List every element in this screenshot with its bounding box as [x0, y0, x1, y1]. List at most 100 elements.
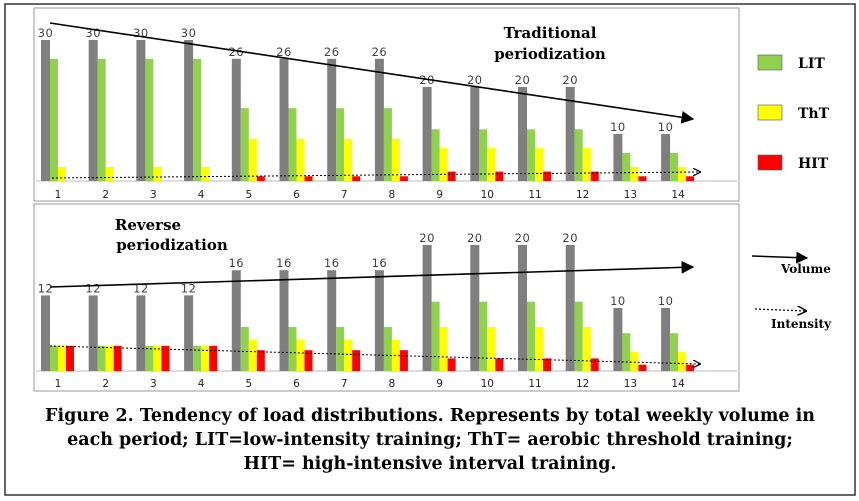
data-label-week-14: 10 [658, 294, 674, 308]
volume-trend-arrow [49, 22, 695, 124]
data-label-week-1: 30 [38, 26, 54, 40]
legend-label-tht: ThT [798, 106, 830, 122]
bar-lit-week-10 [479, 129, 488, 181]
bar-total-week-9 [422, 245, 432, 371]
x-tick-label-3: 3 [150, 378, 157, 390]
bar-tht-week-9 [439, 326, 448, 371]
data-label-week-4: 30 [181, 26, 197, 40]
bar-hit-week-12 [590, 358, 599, 371]
bar-hit-week-3 [161, 345, 170, 371]
bar-hit-week-6 [304, 176, 313, 181]
data-label-week-4: 12 [181, 281, 197, 295]
data-label-week-9: 20 [419, 231, 435, 245]
data-label-week-13: 10 [610, 294, 626, 308]
bar-tht-week-7 [344, 339, 353, 371]
bar-hit-week-11 [543, 171, 551, 181]
bar-tht-week-3 [153, 166, 162, 181]
bar-lit-week-12 [574, 129, 583, 181]
bar-lit-week-3 [145, 345, 154, 371]
bar-tht-week-14 [678, 352, 687, 371]
data-label-week-5: 16 [228, 256, 244, 270]
bar-hit-week-11 [543, 358, 551, 371]
data-label-week-10: 20 [467, 231, 483, 245]
bar-hit-week-9 [447, 171, 456, 181]
bar-tht-week-1 [58, 166, 66, 181]
bar-total-week-13 [613, 308, 623, 371]
data-label-week-6: 16 [276, 256, 292, 270]
bar-tht-week-13 [630, 166, 639, 181]
bar-tht-week-8 [391, 339, 400, 371]
bar-hit-week-4 [209, 345, 218, 371]
bar-lit-week-2 [97, 58, 106, 181]
bar-tht-week-6 [296, 138, 305, 181]
x-tick-label-4: 4 [198, 378, 205, 390]
x-tick-label-14: 14 [671, 189, 685, 201]
x-tick-label-2: 2 [102, 378, 109, 390]
bar-lit-week-14 [670, 333, 679, 371]
bar-lit-week-14 [670, 152, 679, 181]
bar-total-week-1 [41, 40, 50, 181]
bar-lit-week-11 [527, 301, 535, 371]
bar-lit-week-6 [288, 326, 297, 371]
bar-hit-week-14 [686, 364, 695, 371]
x-tick-label-10: 10 [481, 378, 494, 390]
bottom-chart-title-line2: periodization [116, 236, 228, 254]
x-tick-label-14: 14 [671, 378, 685, 390]
bar-total-week-1 [41, 295, 50, 371]
bar-total-week-14 [661, 308, 671, 371]
intensity-trend-arrow [49, 345, 700, 364]
bar-total-week-11 [518, 245, 527, 371]
x-tick-label-11: 11 [528, 189, 541, 201]
bar-lit-week-7 [336, 326, 345, 371]
bar-lit-week-2 [97, 345, 106, 371]
x-tick-label-6: 6 [293, 378, 300, 390]
bar-total-week-11 [518, 87, 527, 181]
bar-lit-week-3 [145, 58, 154, 181]
x-tick-label-13: 13 [624, 378, 637, 390]
x-tick-label-1: 1 [55, 378, 62, 390]
bar-tht-week-2 [105, 345, 114, 371]
legend-label-hit: HIT [798, 156, 829, 172]
bar-tht-week-7 [344, 138, 353, 181]
bar-total-week-4 [184, 295, 194, 371]
bar-tht-week-13 [630, 352, 639, 371]
bar-lit-week-1 [50, 58, 58, 181]
x-tick-label-12: 12 [576, 189, 589, 201]
legend-label-lit: LIT [798, 56, 825, 72]
data-label-week-10: 20 [467, 73, 483, 87]
bar-lit-week-5 [240, 108, 249, 181]
bar-tht-week-9 [439, 148, 448, 181]
bar-tht-week-5 [248, 138, 257, 181]
bar-hit-week-10 [495, 171, 504, 181]
bar-total-week-2 [88, 40, 98, 181]
x-tick-label-6: 6 [293, 189, 300, 201]
data-label-week-1: 12 [38, 281, 54, 295]
bar-total-week-12 [565, 245, 575, 371]
data-label-week-11: 20 [515, 73, 531, 87]
bar-tht-week-6 [296, 339, 305, 371]
bar-hit-week-8 [399, 176, 408, 181]
bar-total-week-2 [88, 295, 98, 371]
bar-total-week-12 [565, 87, 575, 181]
bar-total-week-4 [184, 40, 194, 181]
data-label-week-6: 26 [276, 45, 292, 59]
bar-hit-week-8 [399, 350, 408, 371]
bar-total-week-3 [136, 295, 146, 371]
bar-lit-week-4 [193, 58, 202, 181]
bar-hit-week-2 [113, 345, 122, 371]
bar-lit-week-5 [240, 326, 249, 371]
bar-tht-week-11 [535, 326, 543, 371]
bar-lit-week-12 [574, 301, 583, 371]
bar-lit-week-6 [288, 108, 297, 181]
bar-lit-week-4 [193, 345, 202, 371]
top-chart-title-line2: periodization [494, 45, 606, 63]
x-tick-label-7: 7 [341, 378, 348, 390]
bar-hit-week-1 [66, 345, 74, 371]
data-label-week-12: 20 [562, 231, 578, 245]
bar-lit-week-1 [50, 345, 58, 371]
bar-tht-week-1 [58, 345, 66, 371]
bar-total-week-5 [231, 270, 241, 371]
bar-total-week-5 [231, 58, 241, 181]
x-tick-label-8: 8 [389, 378, 396, 390]
bar-lit-week-8 [383, 326, 392, 371]
